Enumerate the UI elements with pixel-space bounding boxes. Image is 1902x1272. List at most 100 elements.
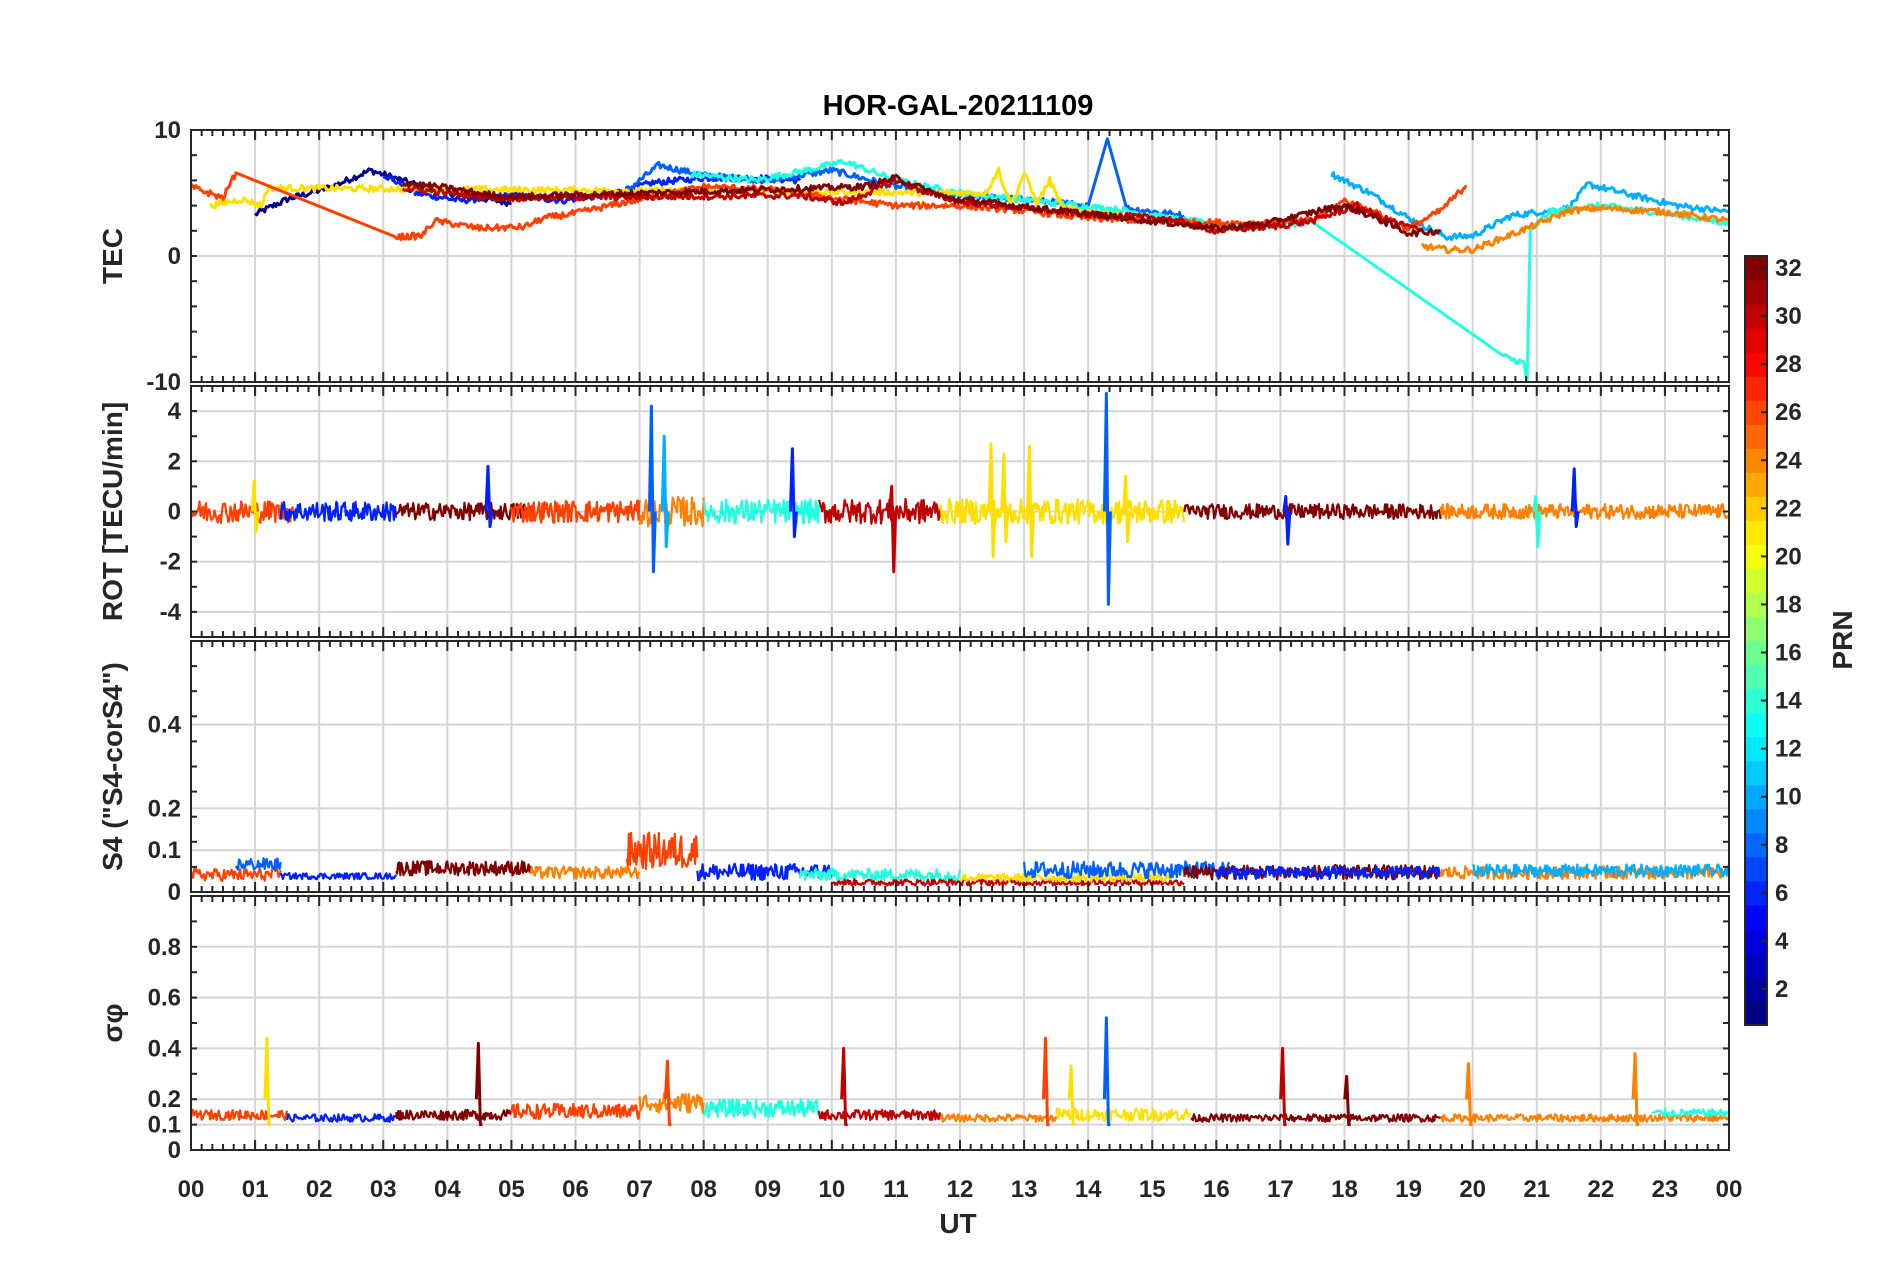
colorbar-swatch (1745, 568, 1767, 593)
spike-mark (1279, 1046, 1287, 1127)
colorbar-swatch (1745, 856, 1767, 882)
x-tick-label: 00 (1716, 1176, 1743, 1203)
y-tick-label: -10 (146, 369, 181, 396)
x-tick-label: 15 (1139, 1176, 1166, 1203)
colorbar-tick-label: 26 (1775, 399, 1802, 426)
colorbar-swatch (1745, 832, 1767, 858)
data-layer (191, 1016, 1729, 1127)
colorbar-tick-label: 12 (1775, 736, 1802, 763)
series-trace (798, 867, 962, 883)
y-tick-label: -4 (160, 599, 182, 626)
y-tick-label: 0.4 (148, 712, 182, 739)
x-tick-label: 14 (1075, 1176, 1102, 1203)
data-layer (191, 392, 1729, 606)
colorbar-tick-label: 8 (1775, 832, 1788, 859)
y-axis-label: σφ (97, 1003, 128, 1042)
spike-mark (1025, 444, 1035, 559)
x-tick-labels: 00 01 02 03 04 05 06 07 08 09 10 11 12 13 14 15 16 17 18 19… (178, 1176, 1743, 1203)
x-tick-label: 02 (306, 1176, 333, 1203)
colorbar-swatch (1745, 712, 1767, 738)
colorbar-swatch (1745, 928, 1767, 954)
y-axis-label: TEC (97, 228, 128, 284)
series-trace (638, 495, 705, 528)
y-axis-label: ROT [TECU/min] (97, 402, 128, 621)
x-tick-label: 23 (1652, 1176, 1679, 1203)
colorbar-swatch (1745, 472, 1767, 497)
x-tick-label: 12 (947, 1176, 974, 1203)
series-trace (279, 871, 398, 881)
colorbar-swatch (1745, 592, 1767, 617)
spike-mark (1042, 1036, 1050, 1127)
colorbar-tick-label: 24 (1775, 447, 1802, 474)
figure-title: HOR-GAL-20211109 (823, 90, 1094, 122)
series-trace (1651, 1108, 1729, 1118)
series-line (402, 173, 1441, 238)
x-tick-label: 01 (242, 1176, 269, 1203)
colorbar-swatch (1745, 808, 1767, 834)
series-trace (702, 497, 821, 525)
spike-mark (1102, 392, 1112, 606)
spike-mark (1000, 452, 1010, 544)
y-tick-label: 0 (168, 879, 181, 906)
data-layer (191, 831, 1729, 887)
series-trace (1183, 502, 1442, 521)
spike-mark (840, 1046, 848, 1127)
y-tick-label: 0.4 (148, 1035, 182, 1062)
colorbar-swatch (1745, 760, 1767, 786)
colorbar-swatch (1745, 640, 1767, 666)
spike-mark (1464, 1062, 1473, 1127)
x-tick-label: 07 (626, 1176, 653, 1203)
colorbar-swatch (1745, 352, 1767, 377)
colorbar-tick-label: 4 (1775, 928, 1789, 955)
y-tick-label: 0.2 (148, 1086, 181, 1113)
series-line (1421, 204, 1729, 255)
x-tick-label: 21 (1523, 1176, 1550, 1203)
series-line (1330, 171, 1729, 242)
spike-mark (647, 404, 657, 574)
colorbar-swatch (1745, 688, 1767, 714)
colorbar-tick-label: 16 (1775, 640, 1802, 667)
series-trace (191, 867, 282, 883)
series-trace (1471, 863, 1729, 878)
x-tick-label: 08 (690, 1176, 717, 1203)
y-tick-label: 0.1 (148, 837, 181, 864)
x-tick-label: 05 (498, 1176, 525, 1203)
y-tick-label: 0.1 (148, 1112, 181, 1139)
series-trace (395, 1108, 512, 1121)
y-axis-label: S4 ("S4-corS4") (97, 662, 128, 871)
y-tick-label: 10 (154, 117, 181, 144)
spike-mark (1102, 1016, 1111, 1127)
colorbar-swatch (1745, 496, 1767, 521)
series-trace (817, 497, 942, 525)
colorbar-tick-label: 20 (1775, 543, 1802, 570)
spike-mark (1067, 1064, 1076, 1127)
series-trace (279, 500, 398, 522)
series-trace (939, 497, 1186, 525)
x-tick-label: 04 (434, 1176, 461, 1203)
colorbar-swatch (1745, 544, 1767, 569)
series-trace (529, 865, 641, 880)
x-tick-label: 00 (178, 1176, 205, 1203)
spike-mark (987, 442, 997, 559)
colorbar-tick-label: 30 (1775, 303, 1802, 330)
x-tick-label: 11 (883, 1176, 908, 1203)
spike-mark (1631, 1051, 1640, 1127)
x-tick-label: 06 (562, 1176, 589, 1203)
y-tick-label: 0.6 (148, 985, 181, 1012)
spike-mark (1343, 1074, 1351, 1127)
series-trace (696, 862, 833, 882)
spike-mark (663, 1059, 672, 1127)
x-tick-label: 22 (1587, 1176, 1614, 1203)
colorbar-swatch (1745, 280, 1767, 305)
series-trace (817, 1108, 942, 1121)
x-tick-label: 13 (1011, 1176, 1038, 1203)
colorbar-tick-label: 2 (1775, 976, 1788, 1003)
colorbar-tick-label: 6 (1775, 880, 1788, 907)
x-tick-label: 17 (1267, 1176, 1294, 1203)
y-tick-label: -2 (160, 549, 181, 576)
x-axis-label: UT (939, 1208, 976, 1239)
colorbar-swatch (1745, 448, 1767, 473)
